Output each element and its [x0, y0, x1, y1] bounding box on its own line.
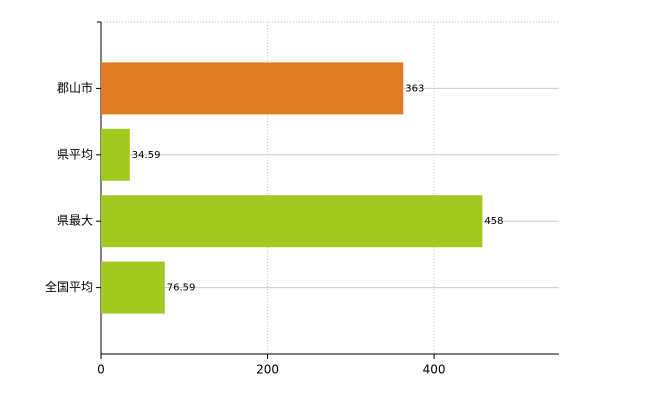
value-label: 76.59	[167, 283, 196, 294]
value-label: 34.59	[132, 150, 161, 161]
value-label: 363	[405, 83, 424, 94]
x-tick-label: 400	[423, 363, 446, 377]
y-tick-label: 郡山市	[57, 80, 93, 95]
x-tick-label: 0	[97, 363, 105, 377]
y-tick-label: 全国平均	[45, 279, 93, 294]
y-tick-label: 県最大	[57, 214, 93, 228]
bar	[101, 261, 165, 314]
value-label: 458	[484, 216, 503, 227]
x-tick-label: 200	[256, 363, 279, 377]
bar	[101, 128, 130, 181]
y-tick-label: 県平均	[57, 147, 93, 161]
bar	[101, 195, 483, 248]
bar	[101, 62, 404, 115]
